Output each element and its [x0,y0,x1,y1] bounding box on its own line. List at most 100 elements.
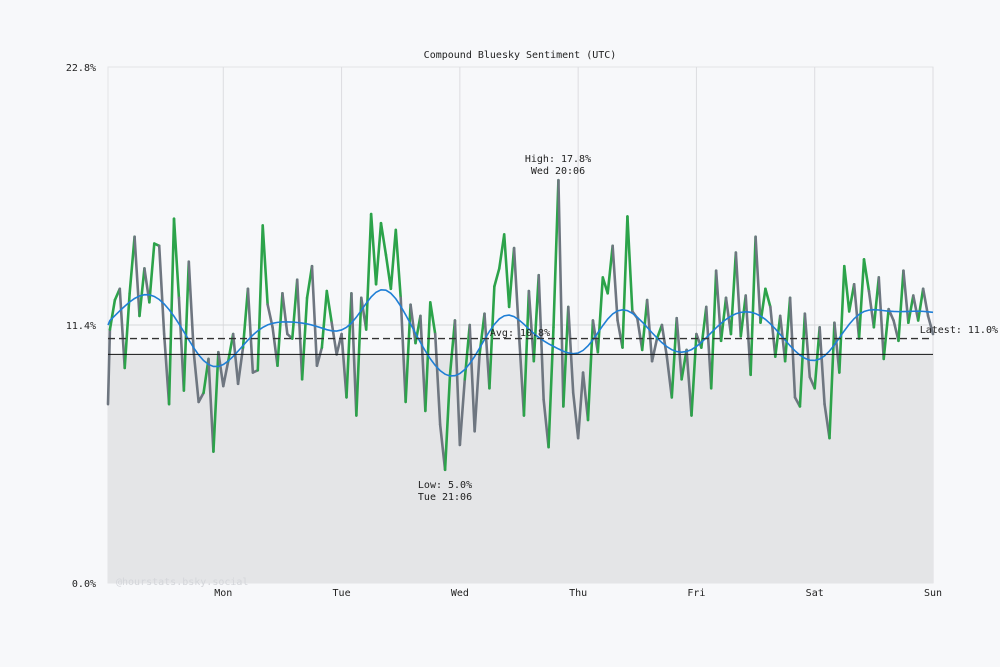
data-segment [374,221,383,286]
data-segment [473,353,481,433]
avg-label: Avg: 10.8% [490,328,550,339]
data-segment [902,269,910,325]
data-segment [488,285,496,390]
x-tick-label: Mon [214,588,232,599]
latest-label: Latest: 11.0% [920,325,998,336]
data-segment [773,314,782,358]
y-tick-label: 22.8% [66,63,96,74]
data-segment [734,251,743,338]
data-segment [493,267,501,288]
low-label: Low: 5.0% [418,480,472,491]
data-segment [167,217,176,406]
data-segment [428,301,437,336]
data-segment [635,316,644,352]
data-segment [458,378,467,447]
data-segment [108,298,117,331]
data-segment [557,178,565,408]
data-segment [419,314,427,413]
data-segment [138,267,146,318]
data-segment [877,276,886,361]
data-segment [566,305,575,395]
y-tick-label: 0.0% [72,579,96,590]
data-segment [157,244,166,336]
data-segment [532,273,541,363]
data-segment [128,235,136,295]
low-time-label: Tue 21:06 [418,492,472,503]
data-segment [256,224,265,372]
data-segment [177,296,186,392]
data-segment [547,325,555,449]
data-segment [704,305,713,390]
data-segment [650,337,659,363]
data-segment [764,287,772,309]
data-segment [675,316,683,381]
data-segment [798,312,807,408]
data-segment [409,303,417,345]
data-segment [749,235,757,377]
data-segment [369,212,378,286]
data-segment [818,325,826,406]
data-segment [502,233,511,309]
data-segment [714,269,723,343]
data-segment [507,246,516,309]
y-axis: 0.0% 11.4% 22.8% [66,63,96,590]
data-segment [453,319,462,447]
data-segment [596,276,605,354]
data-segment [783,296,792,363]
data-segment [670,316,679,399]
trend-line [107,288,934,377]
data-segment [660,323,669,358]
data-segment [340,332,348,399]
data-segment [424,301,432,413]
trend-polyline [107,288,934,377]
data-segment [586,319,595,422]
data-segment [916,287,925,322]
x-tick-label: Fri [687,588,705,599]
data-segment [803,312,812,379]
watermark: @hourstats.bsky.social [116,577,248,588]
data-segment [123,292,131,370]
data-segment [276,292,284,368]
baseline-fill [108,354,933,583]
data-segment [236,346,245,386]
data-segment [246,287,255,374]
data-segment [576,371,585,440]
data-segment [133,235,141,318]
data-segment [290,278,299,340]
data-segment [571,391,580,440]
data-segment [769,305,777,358]
data-segment [862,258,871,293]
data-segment [231,332,240,386]
high-label: High: 17.8% [525,154,591,165]
data-segment [172,217,181,300]
data-segment [857,258,866,340]
data-segment [295,278,304,381]
data-segment [842,264,851,313]
x-tick-label: Thu [569,588,587,599]
data-segment [207,357,215,454]
data-segment [389,228,398,291]
data-segment [754,235,762,325]
data-segment [626,215,634,313]
x-tick-label: Sun [924,588,942,599]
y-tick-label: 11.4% [66,321,96,332]
reference-lines [108,337,933,355]
data-segment [197,391,205,404]
data-segment [907,294,915,325]
data-segment [813,325,821,390]
data-segment [562,305,570,408]
data-segment [187,260,196,354]
data-segment [517,332,526,417]
data-segment [241,287,250,349]
data-segment [897,269,905,343]
data-segment [522,289,531,417]
data-segment [882,307,890,361]
data-segment [719,296,728,343]
data-segment [685,348,693,417]
high-time-label: Wed 20:06 [531,166,585,177]
data-segment [729,251,738,336]
data-segment [394,228,403,300]
data-segment [221,359,230,388]
data-segment [325,289,334,325]
data-segment [433,332,442,426]
